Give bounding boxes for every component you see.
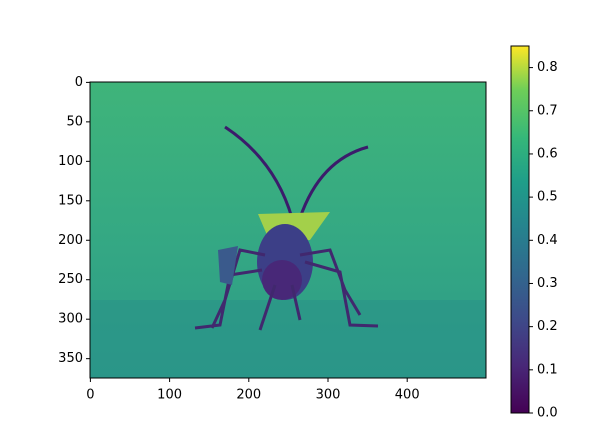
y-tick-label: 250	[58, 272, 83, 287]
y-tick-label: 0	[75, 75, 83, 90]
image	[90, 82, 486, 378]
colorbar-tick-label: 0.1	[537, 362, 558, 377]
colorbar-tick-label: 0.5	[537, 190, 558, 205]
colorbar-tick-label: 0.6	[537, 146, 558, 161]
colorbar-tick-label: 0.0	[537, 406, 558, 421]
colorbar-tick-label: 0.7	[537, 103, 558, 118]
y-tick-label: 150	[58, 193, 83, 208]
x-tick-label: 0	[86, 388, 94, 403]
x-tick-label: 100	[157, 388, 182, 403]
x-tick-label: 400	[395, 388, 420, 403]
colorbar-tick-label: 0.8	[537, 60, 558, 75]
colorbar-tick-label: 0.2	[537, 319, 558, 334]
y-tick-label: 50	[66, 114, 83, 129]
colorbar	[510, 45, 530, 414]
y-tick-label: 200	[58, 233, 83, 248]
y-tick-label: 350	[58, 351, 83, 366]
y-tick-label: 100	[58, 154, 83, 169]
axes-frame	[89, 81, 487, 379]
x-tick-label: 300	[316, 388, 341, 403]
colorbar-tick-label: 0.4	[537, 233, 558, 248]
colorbar-tick-label: 0.3	[537, 276, 558, 291]
x-tick-label: 200	[236, 388, 261, 403]
y-tick-label: 300	[58, 312, 83, 327]
